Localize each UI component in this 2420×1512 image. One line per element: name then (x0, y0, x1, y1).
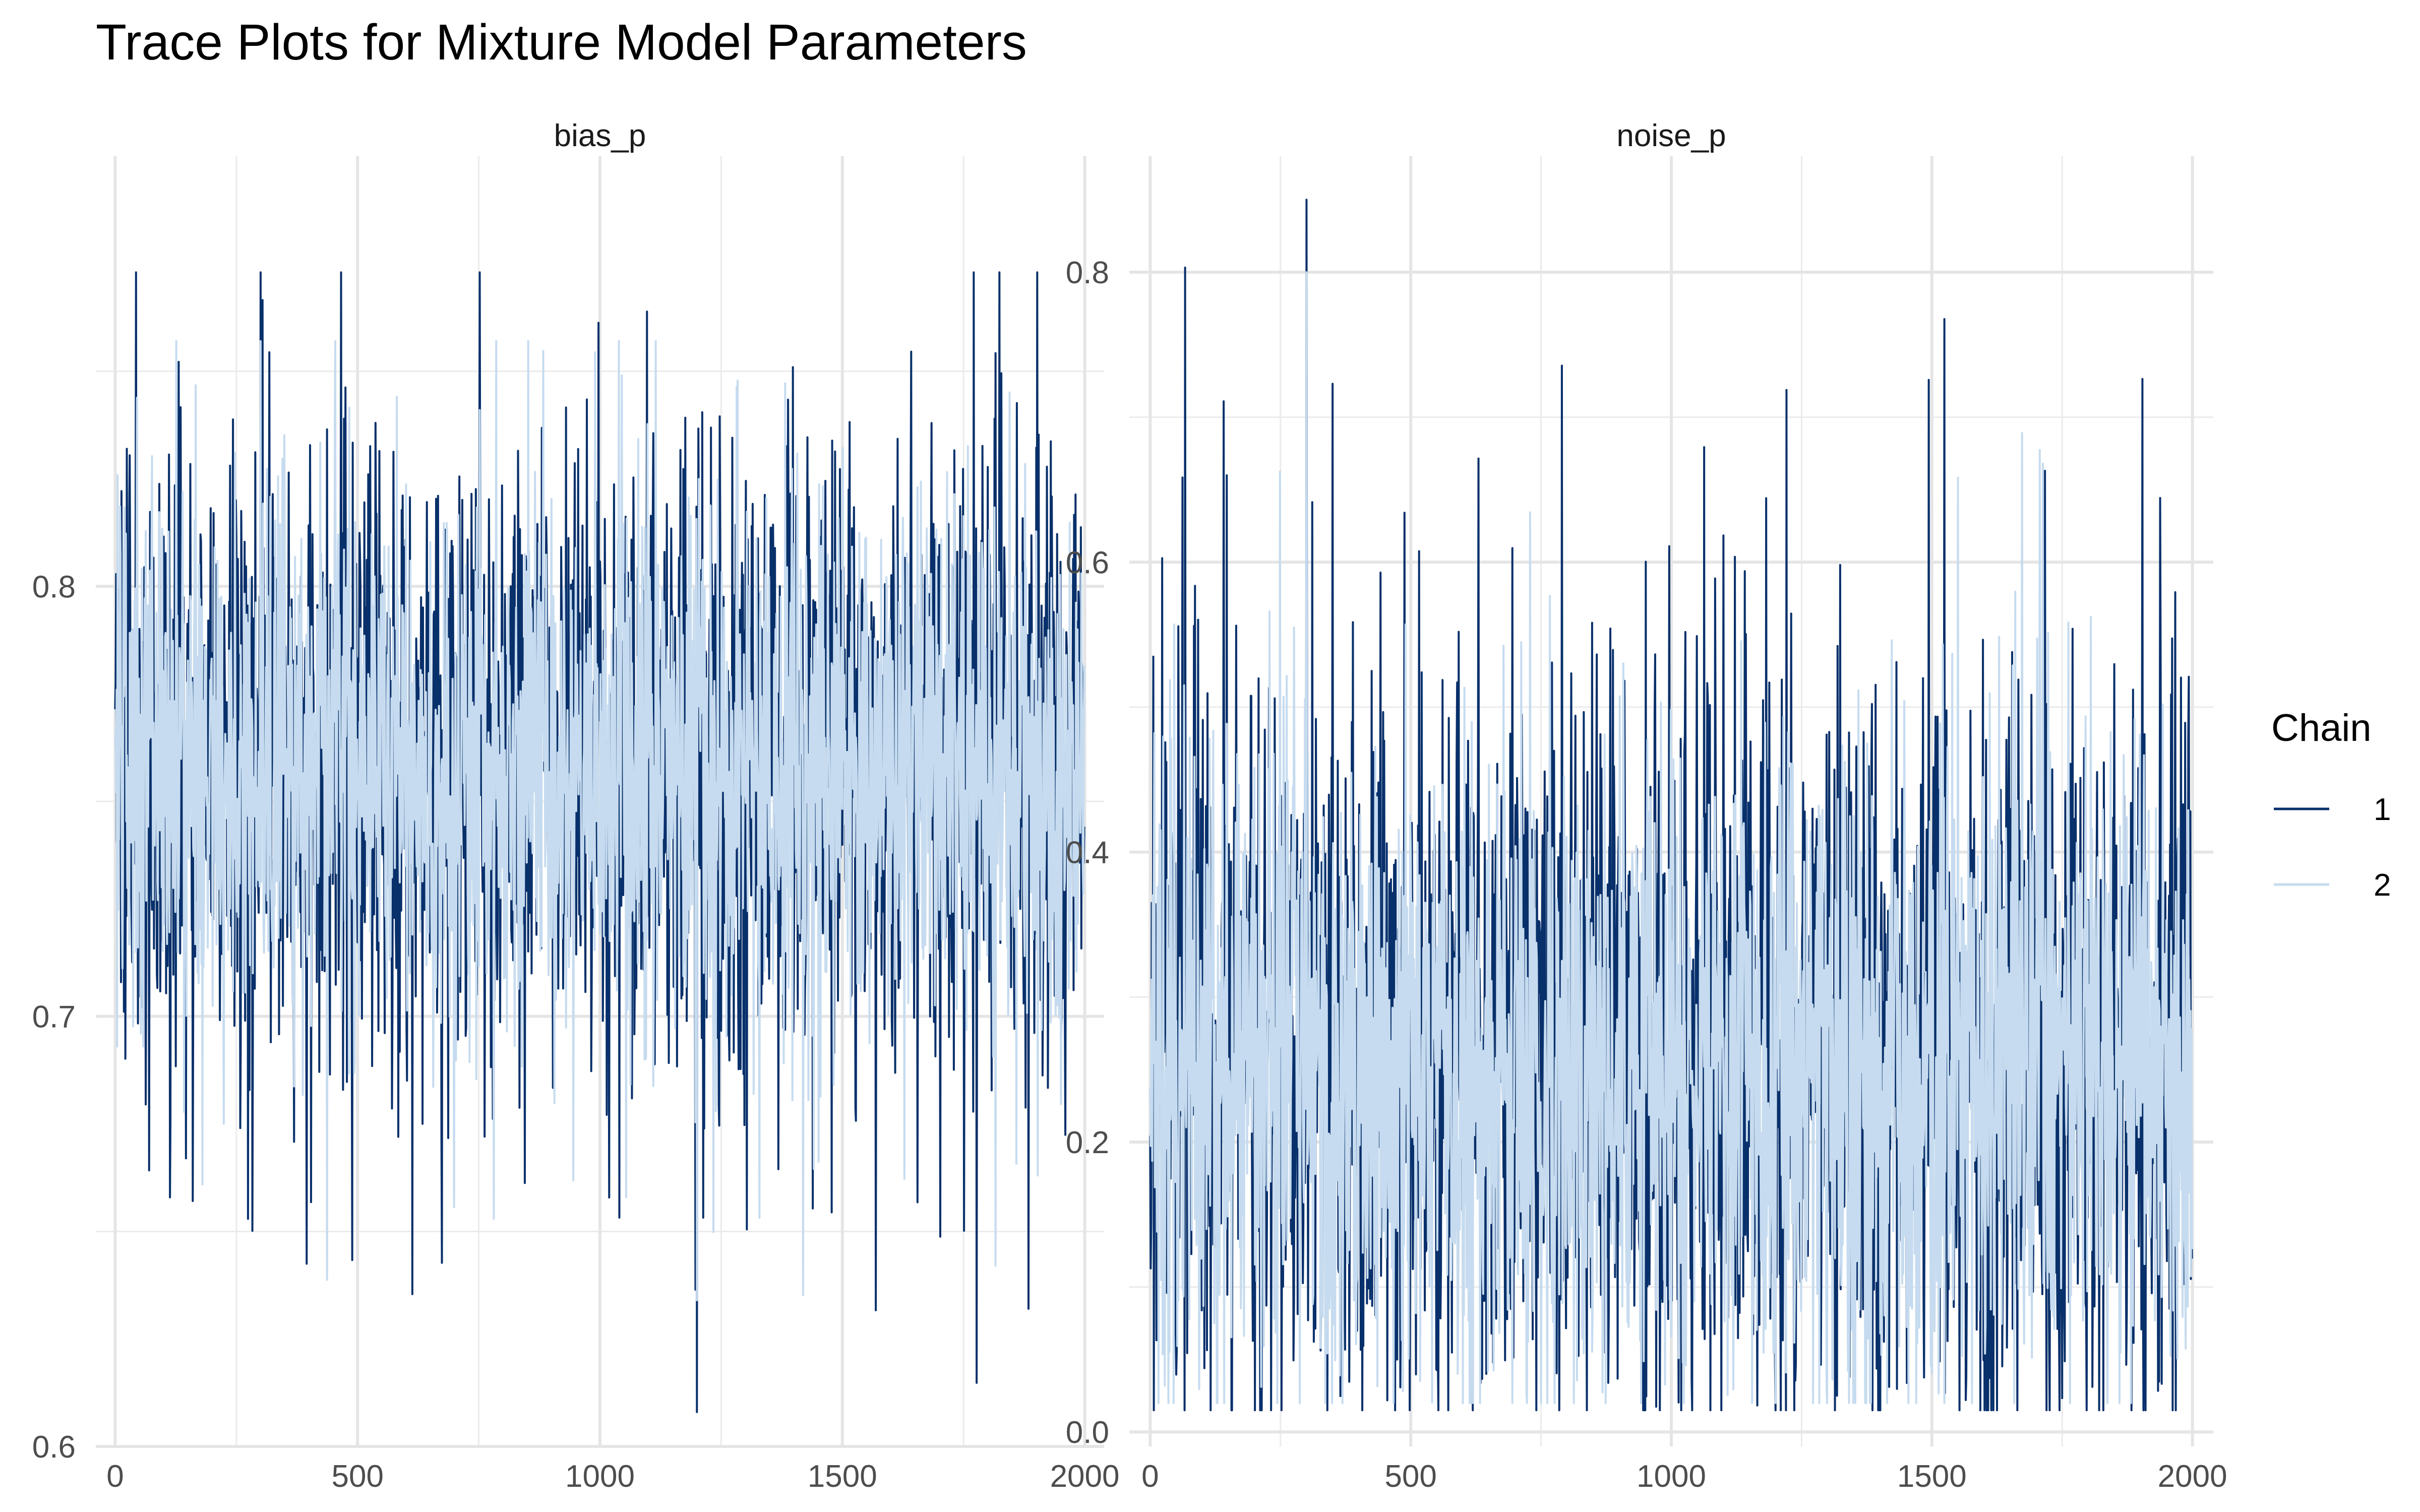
x-tick-label: 500 (1384, 1459, 1436, 1494)
y-tick-label: 0.0 (1066, 1415, 1109, 1450)
x-tick-label: 1000 (1637, 1459, 1706, 1494)
x-tick-label: 0 (106, 1459, 124, 1494)
y-tick-label: 0.4 (1066, 836, 1109, 870)
panel-bias-p: bias_p 0.6 0.7 0.8 0 500 1000 1500 2000 (32, 118, 1120, 1494)
panel-noise-p: noise_p 0.0 0.2 0.4 0.6 0.8 0 500 1000 1500 2000 (1066, 118, 2227, 1494)
chart-title: Trace Plots for Mixture Model Parameters (96, 14, 1027, 71)
y-tick-label: 0.2 (1066, 1125, 1109, 1160)
x-tick-label: 0 (1141, 1459, 1159, 1494)
x-tick-label: 2000 (1050, 1459, 1120, 1494)
legend-entry-chain-2: 2 (2274, 868, 2391, 903)
trace-line-chain-2 (1149, 271, 2193, 1404)
y-tick-label: 0.8 (1066, 256, 1109, 290)
x-tick-label: 1500 (1897, 1459, 1967, 1494)
x-tick-label: 1500 (808, 1459, 877, 1494)
y-tick-label: 0.7 (32, 1000, 76, 1035)
trace-line-chain-2 (114, 340, 1085, 1301)
y-tick-label: 0.6 (32, 1430, 76, 1465)
x-tick-label: 2000 (2158, 1459, 2227, 1494)
y-tick-label: 0.8 (32, 570, 76, 604)
x-tick-label: 500 (332, 1459, 384, 1494)
y-tick-label: 0.6 (1066, 545, 1109, 580)
legend-title: Chain (2271, 707, 2372, 749)
panel-strip-label: bias_p (554, 118, 646, 153)
legend-entry-chain-1: 1 (2274, 792, 2391, 827)
legend-label: 2 (2374, 868, 2391, 903)
legend-label: 1 (2374, 792, 2391, 827)
legend: Chain 1 2 (2271, 707, 2391, 903)
x-tick-label: 1000 (565, 1459, 635, 1494)
panel-strip-label: noise_p (1616, 118, 1726, 153)
